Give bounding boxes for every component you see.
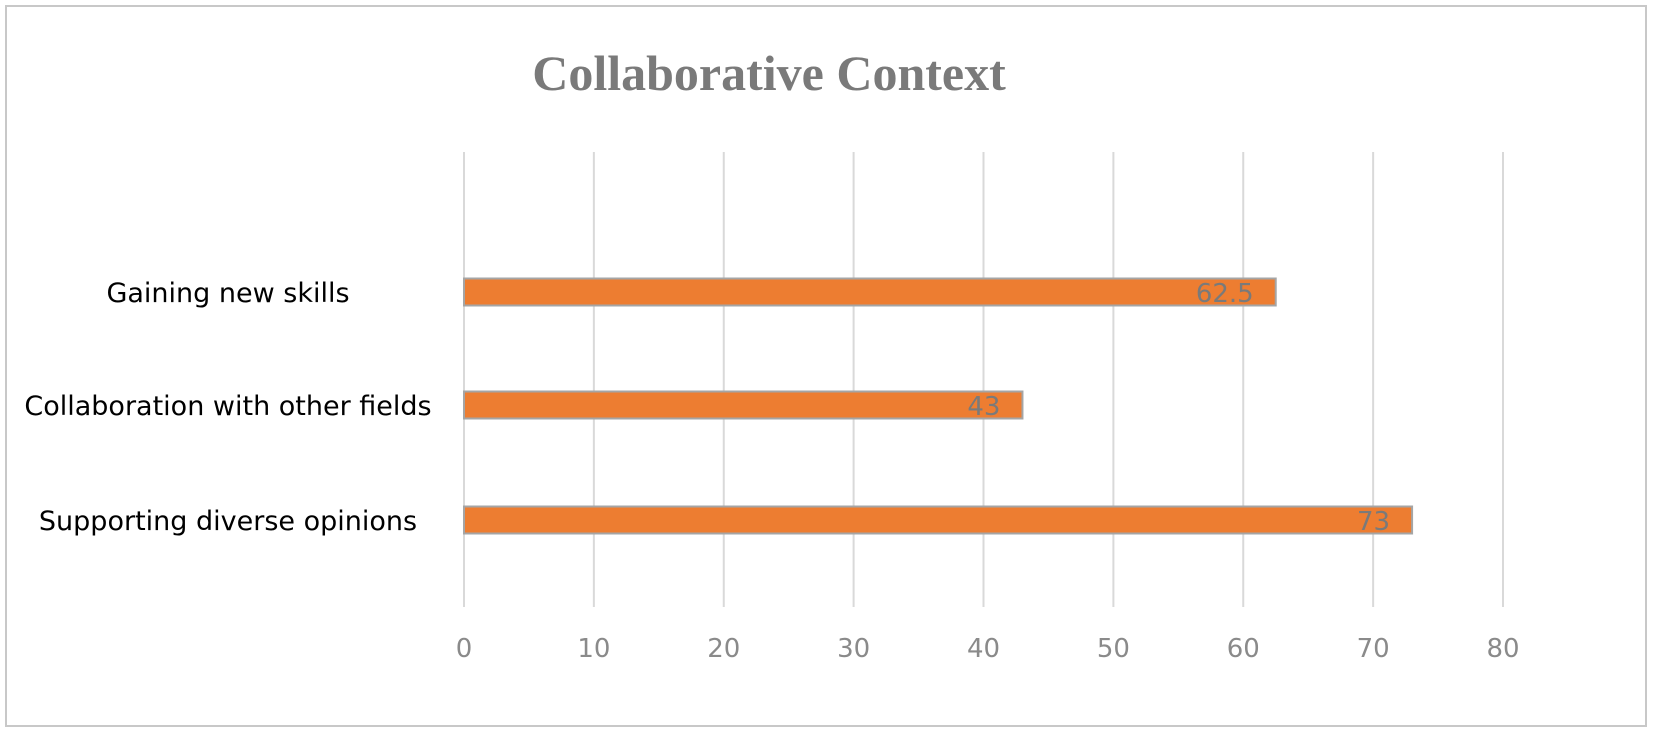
x-tick-label: 60 <box>1227 634 1260 664</box>
bar <box>463 390 1024 420</box>
x-tick-label: 40 <box>967 634 1000 664</box>
category-label: Gaining new skills <box>106 278 349 309</box>
category-labels: Gaining new skills Collaboration with oth… <box>24 278 431 537</box>
data-label: 62.5 <box>1196 279 1254 309</box>
chart-frame: Collaborative Context Gaining new skills… <box>5 5 1647 727</box>
bar-chart: Collaborative Context Gaining new skills… <box>24 45 1520 664</box>
bar <box>463 505 1414 535</box>
data-label: 43 <box>967 392 1000 422</box>
bar <box>463 277 1277 307</box>
x-tick-label: 10 <box>577 634 610 664</box>
bars <box>463 277 1414 535</box>
gridlines <box>463 152 1504 607</box>
x-tick-label: 70 <box>1357 634 1390 664</box>
category-label: Supporting diverse opinions <box>39 506 417 537</box>
x-tick-label: 30 <box>837 634 870 664</box>
data-label: 73 <box>1357 507 1390 537</box>
x-axis-tick-labels: 0 10 20 30 40 50 60 70 80 <box>456 634 1520 664</box>
x-tick-label: 80 <box>1486 634 1519 664</box>
x-tick-label: 50 <box>1097 634 1130 664</box>
chart-title: Collaborative Context <box>532 45 1006 101</box>
data-labels: 62.5 43 73 <box>967 279 1390 537</box>
x-tick-label: 20 <box>707 634 740 664</box>
x-tick-label: 0 <box>456 634 473 664</box>
category-label: Collaboration with other fields <box>24 391 431 422</box>
